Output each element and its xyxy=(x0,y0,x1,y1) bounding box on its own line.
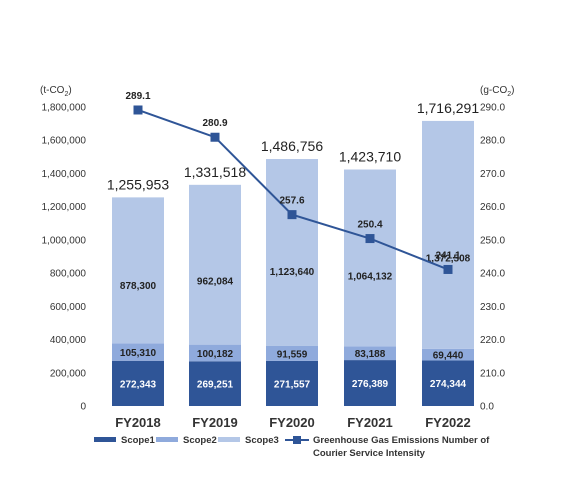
legend-label-line-1: Greenhouse Gas Emissions Number of xyxy=(313,435,490,446)
legend-swatch-scope3 xyxy=(218,437,240,442)
total-value-label: 1,716,291 xyxy=(417,100,479,116)
total-labels: 1,255,953 1,331,518 1,486,756 1,423,710 1,71… xyxy=(107,100,479,192)
legend: Scope1 Scope2 Scope3 Greenhouse Gas Emis… xyxy=(94,435,490,459)
left-tick-label: 1,000,000 xyxy=(42,235,87,246)
segment-value-label: 100,182 xyxy=(197,349,234,360)
right-tick-label: 220.0 xyxy=(480,335,505,346)
legend-swatch-scope1 xyxy=(94,437,116,442)
left-axis-unit: (t-CO2) xyxy=(40,85,72,98)
bar-segment-scope1 xyxy=(266,360,318,406)
bar-segment-scope3 xyxy=(266,159,318,346)
legend-label-line-2: Courier Service Intensity xyxy=(313,448,426,459)
right-tick-label: 280.0 xyxy=(480,136,505,147)
bar-segment-scope1 xyxy=(189,361,241,406)
total-value-label: 1,423,710 xyxy=(339,149,401,165)
category-label: FY2021 xyxy=(347,415,393,430)
bar-segment-scope1 xyxy=(112,360,164,406)
legend-swatch-scope2 xyxy=(156,437,178,442)
segment-value-label: 83,188 xyxy=(355,349,386,360)
intensity-marker xyxy=(287,210,297,220)
category-label: FY2018 xyxy=(115,415,161,430)
total-value-label: 1,331,518 xyxy=(184,164,246,180)
left-tick-label: 1,600,000 xyxy=(42,136,87,147)
right-tick-label: 0.0 xyxy=(480,402,494,413)
legend-swatch-line-marker xyxy=(293,436,301,444)
intensity-marker xyxy=(365,234,375,244)
right-tick-label: 270.0 xyxy=(480,169,505,180)
bar-segment-scope3 xyxy=(189,184,241,345)
left-tick-label: 0 xyxy=(80,402,86,413)
left-tick-label: 1,800,000 xyxy=(42,103,87,114)
bar-segment-scope3 xyxy=(344,169,396,347)
segment-value-label: 105,310 xyxy=(120,348,157,359)
intensity-value-label: 241.1 xyxy=(435,250,460,261)
left-axis-ticks: 0 200,000 400,000 600,000 800,000 1,000,000 1,… xyxy=(42,103,87,413)
bar-segment-scope2 xyxy=(266,345,318,361)
intensity-marker xyxy=(443,264,453,274)
intensity-value-label: 250.4 xyxy=(357,220,382,231)
legend-label-scope2: Scope2 xyxy=(183,435,217,446)
right-tick-label: 240.0 xyxy=(480,269,505,280)
bar-segment-scope3 xyxy=(422,120,474,349)
segment-value-label: 1,372,508 xyxy=(426,254,471,265)
category-label: FY2022 xyxy=(425,415,471,430)
bar-segment-scope1 xyxy=(344,360,396,406)
left-tick-label: 200,000 xyxy=(50,368,87,379)
right-axis-unit: (g-CO2) xyxy=(480,85,514,98)
intensity-line: 289.1 280.9 257.6 250.4 241.1 xyxy=(125,91,461,274)
segment-value-label: 1,123,640 xyxy=(270,267,315,278)
intensity-marker xyxy=(133,105,143,115)
legend-label-scope1: Scope1 xyxy=(121,435,156,446)
segment-value-label: 269,251 xyxy=(197,380,234,391)
segment-value-label: 878,300 xyxy=(120,281,157,292)
total-value-label: 1,255,953 xyxy=(107,176,169,192)
right-tick-label: 260.0 xyxy=(480,202,505,213)
bar-segment-scope2 xyxy=(112,343,164,361)
left-tick-label: 1,200,000 xyxy=(42,202,87,213)
intensity-value-label: 280.9 xyxy=(202,118,227,129)
category-labels: FY2018 FY2019 FY2020 FY2021 FY2022 xyxy=(115,415,471,430)
segment-value-label: 272,343 xyxy=(120,379,157,390)
right-tick-label: 210.0 xyxy=(480,368,505,379)
segment-value-label: 271,557 xyxy=(274,379,311,390)
right-axis-ticks: 0.0 210.0 220.0 230.0 240.0 250.0 260.0 270.0 28… xyxy=(480,103,505,413)
segment-value-label: 276,389 xyxy=(352,379,389,390)
intensity-marker xyxy=(210,132,220,142)
bar-segment-scope2 xyxy=(422,348,474,361)
segment-value-label: 69,440 xyxy=(433,351,464,362)
left-tick-label: 400,000 xyxy=(50,335,87,346)
segment-value-label: 91,559 xyxy=(277,349,308,360)
right-tick-label: 250.0 xyxy=(480,235,505,246)
segment-value-label: 962,084 xyxy=(197,277,234,288)
total-value-label: 1,486,756 xyxy=(261,138,323,154)
bar-segment-scope1 xyxy=(422,360,474,406)
stacked-bars: 272,343 105,310 878,300 269,251 100,182 962,0… xyxy=(112,120,474,406)
right-tick-label: 290.0 xyxy=(480,103,505,114)
intensity-value-label: 257.6 xyxy=(279,196,304,207)
bar-segment-scope2 xyxy=(189,344,241,362)
category-label: FY2019 xyxy=(192,415,238,430)
intensity-value-label: 289.1 xyxy=(125,91,150,102)
right-tick-label: 230.0 xyxy=(480,302,505,313)
left-tick-label: 800,000 xyxy=(50,269,87,280)
legend-label-scope3: Scope3 xyxy=(245,435,279,446)
left-tick-label: 600,000 xyxy=(50,302,87,313)
bar-segment-scope2 xyxy=(344,346,396,361)
left-tick-label: 1,400,000 xyxy=(42,169,87,180)
category-label: FY2020 xyxy=(269,415,315,430)
bar-segment-scope3 xyxy=(112,197,164,344)
segment-value-label: 274,344 xyxy=(430,379,467,390)
segment-value-label: 1,064,132 xyxy=(348,272,393,283)
